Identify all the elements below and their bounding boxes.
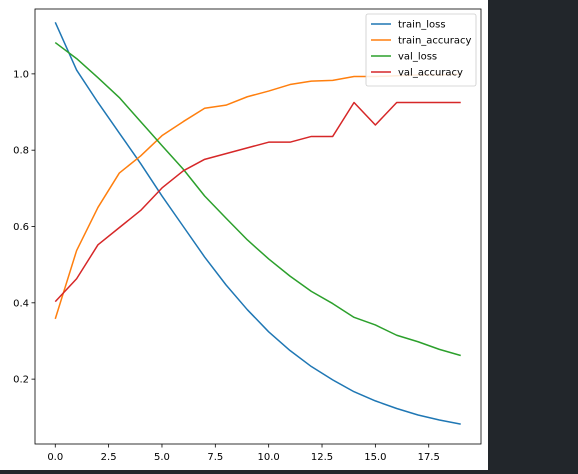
- y-tick-label: 0.2: [13, 375, 29, 386]
- x-tick-label: 2.5: [101, 452, 117, 463]
- legend: train_loss train_accuracy val_loss val_accu…: [366, 14, 476, 86]
- y-tick-label: 1.0: [13, 69, 29, 80]
- x-tick-label: 15.0: [364, 452, 386, 463]
- x-tick-label: 0.0: [47, 452, 63, 463]
- legend-entry: val_loss: [398, 52, 437, 63]
- x-tick-label: 10.0: [258, 452, 280, 463]
- line-chart: 0.0 2.5 5.0 7.5 10.0 12.5 15.0 17.5 0.2 0.4 0.6 0.8…: [0, 0, 488, 470]
- x-tick-label: 17.5: [418, 452, 440, 463]
- y-tick-label: 0.4: [13, 298, 29, 309]
- figure: 0.0 2.5 5.0 7.5 10.0 12.5 15.0 17.5 0.2 0.4 0.6 0.8…: [0, 0, 488, 470]
- legend-entry: train_loss: [398, 20, 446, 31]
- legend-entry: train_accuracy: [398, 36, 471, 47]
- y-tick-label: 0.6: [13, 222, 29, 233]
- x-tick-label: 5.0: [154, 452, 170, 463]
- x-tick-label: 12.5: [311, 452, 333, 463]
- x-tick-label: 7.5: [207, 452, 223, 463]
- y-tick-label: 0.8: [13, 146, 29, 157]
- legend-entry: val_accuracy: [398, 68, 463, 79]
